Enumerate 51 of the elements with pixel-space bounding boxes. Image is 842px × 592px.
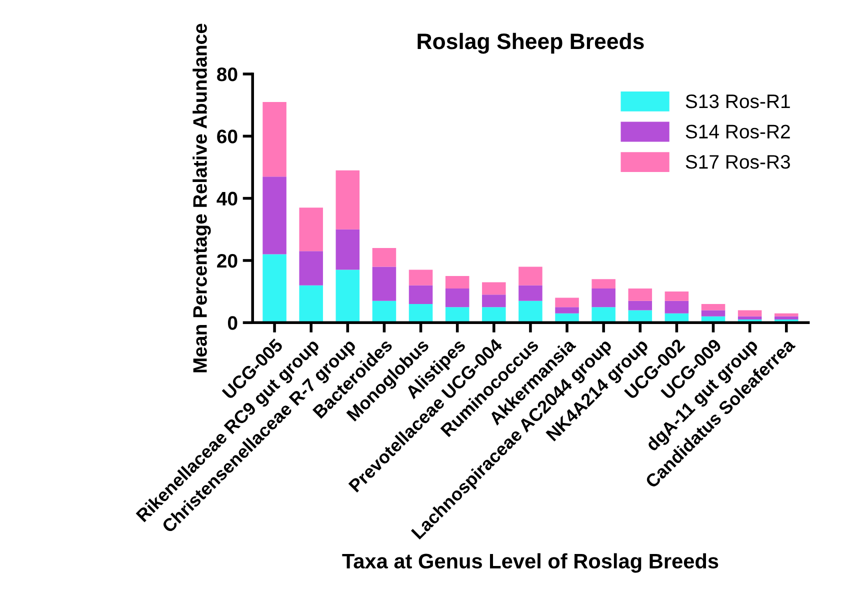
bar (482, 282, 506, 295)
bar (336, 270, 360, 323)
legend-label: S13 Ros-R1 (686, 94, 790, 108)
bar (299, 208, 323, 252)
y-axis-title: Mean Percentage Relative Abundance (192, 24, 211, 372)
bar (628, 288, 652, 301)
bar (482, 294, 506, 308)
bar (445, 307, 470, 323)
bar (445, 276, 470, 288)
bar (518, 266, 542, 286)
y-tick-label: 0 (228, 316, 238, 330)
bar (592, 307, 616, 323)
bar (262, 102, 286, 177)
bar (262, 176, 286, 254)
chart-title: Roslag Sheep Breeds (418, 32, 644, 54)
y-tick-label: 60 (217, 130, 238, 144)
bar (482, 307, 506, 323)
bar (408, 304, 433, 323)
bar (774, 316, 798, 320)
x-axis-title: Taxa at Genus Level of Roslag Breeds (342, 553, 718, 573)
bar (262, 254, 286, 323)
bar (592, 279, 616, 288)
bar (738, 310, 762, 316)
bar (408, 270, 433, 286)
bar (445, 288, 470, 308)
bar (774, 313, 798, 316)
bar (518, 300, 542, 323)
y-tick-label: 80 (217, 67, 238, 82)
legend-label: S14 Ros-R2 (686, 124, 790, 139)
y-tick-label: 20 (217, 254, 238, 268)
bar (592, 288, 616, 308)
bar (336, 170, 360, 230)
bar (628, 310, 652, 323)
bar (628, 300, 652, 310)
bar (664, 292, 689, 301)
bar (372, 248, 396, 267)
bar (299, 285, 323, 323)
bar (299, 251, 323, 286)
bar (408, 285, 433, 304)
bar (701, 310, 726, 316)
bar (664, 300, 689, 314)
bar (555, 298, 579, 308)
bar (336, 229, 360, 270)
legend-label: S17 Ros-R3 (686, 155, 790, 169)
bar (372, 266, 396, 301)
bar (518, 285, 542, 301)
bar (738, 316, 762, 320)
bar (372, 300, 396, 323)
bar (701, 304, 726, 310)
y-tick-label: 40 (216, 192, 238, 206)
bar (555, 307, 579, 314)
